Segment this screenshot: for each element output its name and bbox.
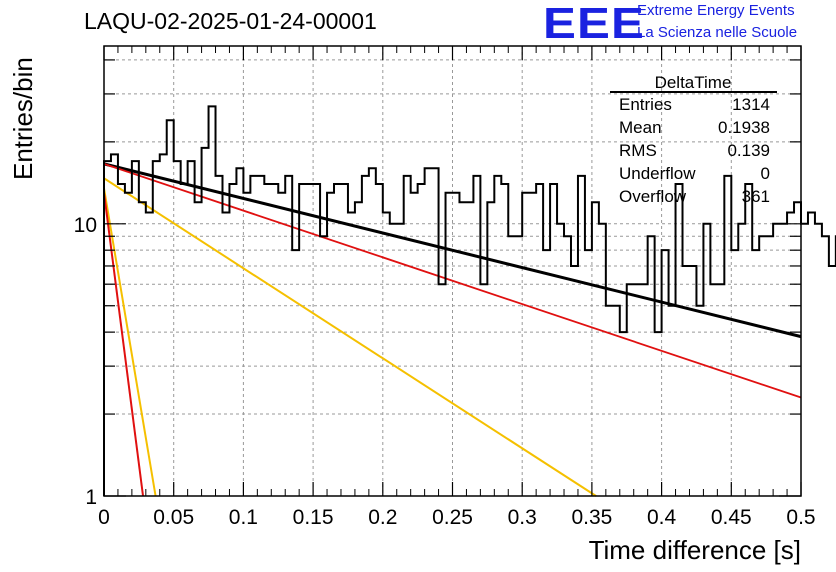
axis-ticks — [103, 46, 802, 497]
y-axis-label: Entries/bin — [8, 57, 38, 180]
x-tick-label: 0.05 — [153, 506, 194, 529]
x-tick-label: 0.35 — [571, 506, 612, 529]
fit-line — [103, 188, 157, 497]
fit-line — [103, 177, 597, 497]
fit-line — [103, 163, 802, 399]
x-tick-labels: 0 0.05 0.1 0.15 0.2 0.25 0.3 0.35 0.4 0.45 0.5 — [98, 506, 815, 529]
eee-logo: EEE — [543, 0, 645, 48]
x-tick-label: 0.3 — [508, 506, 537, 529]
stats-label: Underflow — [619, 164, 696, 183]
x-tick-label: 0 — [98, 506, 110, 529]
x-axis-label: Time difference [s] — [589, 535, 801, 565]
logo-line-2: La Scienza nelle Scuole — [637, 24, 798, 41]
histogram-steps — [103, 105, 836, 496]
stats-label: Overflow — [619, 187, 687, 206]
stats-rows: Entries 1314 Mean 0.1938 RMS 0.139 Underflow 0 O… — [619, 95, 770, 206]
stats-label: Entries — [619, 95, 672, 114]
stats-value: 0.1938 — [718, 118, 770, 137]
x-tick-label: 0.25 — [432, 506, 473, 529]
x-tick-label: 0.2 — [368, 506, 397, 529]
stats-value: 361 — [742, 187, 770, 206]
stats-box: DeltaTime Entries 1314 Mean 0.1938 RMS 0.139 U… — [610, 73, 777, 206]
x-tick-label: 0.1 — [229, 506, 258, 529]
run-title: LAQU-02-2025-01-24-00001 — [84, 8, 377, 34]
y-tick-label: 1 — [85, 486, 97, 509]
stats-label: Mean — [619, 118, 662, 137]
y-tick-labels: 1 10 — [74, 214, 97, 509]
stats-value: 0.139 — [727, 141, 770, 160]
stats-value: 0 — [761, 164, 770, 183]
fit-line — [103, 162, 802, 339]
stats-label: RMS — [619, 141, 657, 160]
stats-title: DeltaTime — [655, 73, 732, 92]
x-tick-label: 0.45 — [711, 506, 752, 529]
stats-value: 1314 — [732, 95, 770, 114]
x-tick-label: 0.4 — [647, 506, 677, 529]
y-tick-label: 10 — [74, 214, 97, 237]
x-tick-label: 0.5 — [786, 506, 815, 529]
logo-line-1: Extreme Energy Events — [637, 2, 795, 19]
x-tick-label: 0.15 — [293, 506, 334, 529]
fit-line — [103, 192, 145, 497]
fit-curves — [103, 162, 802, 497]
